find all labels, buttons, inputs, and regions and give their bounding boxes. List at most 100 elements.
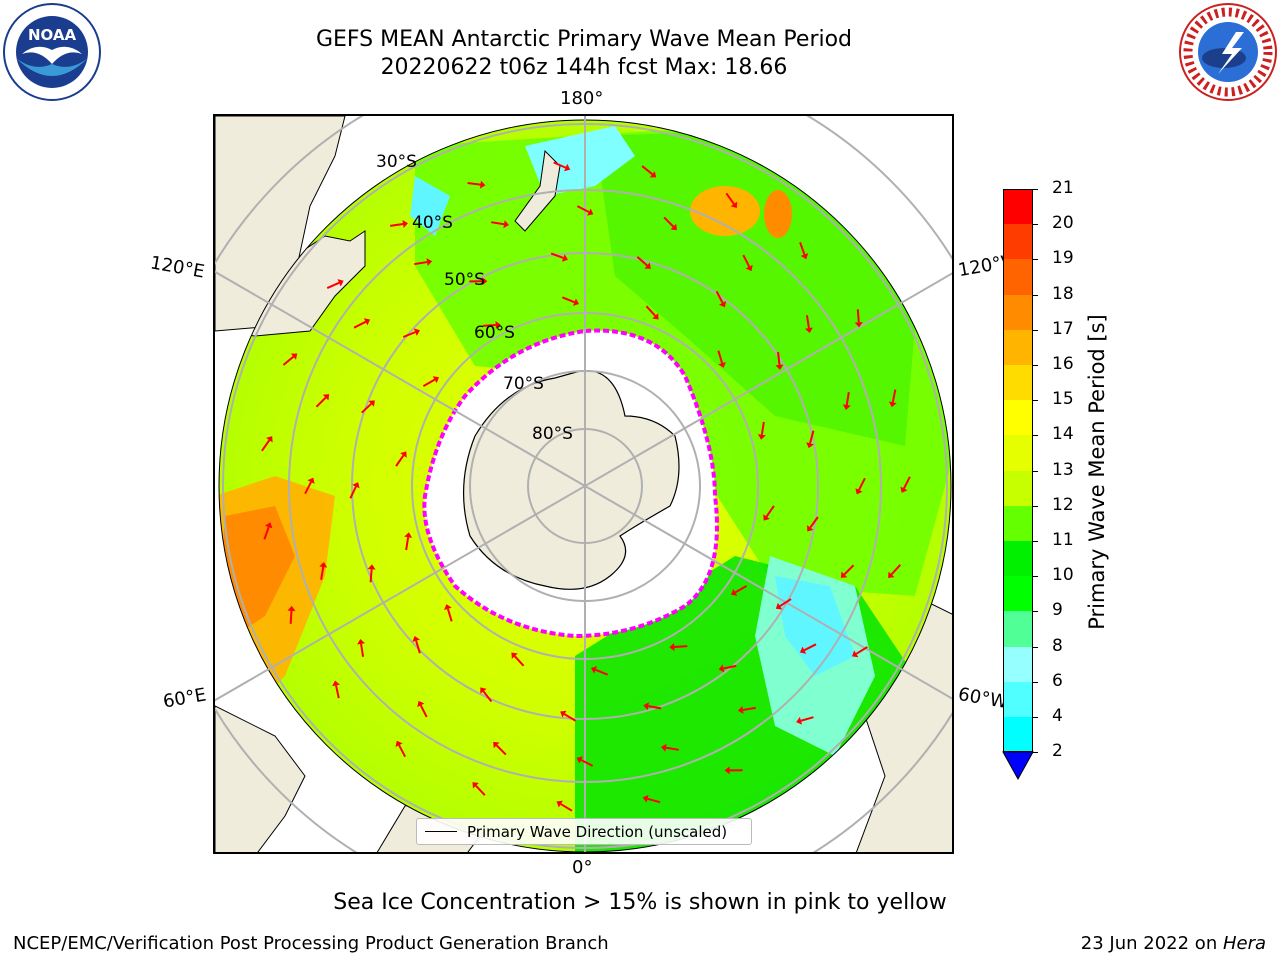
colorbar-tick-label: 16 [1052, 354, 1074, 374]
wave-arrow-head [642, 794, 649, 803]
colorbar-segment [1003, 400, 1033, 436]
colorbar-frame [1003, 189, 1033, 753]
wave-arrow-head [367, 564, 376, 570]
wave-arrow-head [730, 201, 738, 208]
wave-arrow-head [719, 301, 727, 308]
wave-arrow-shaft [641, 165, 653, 175]
colorbar-segment [1003, 717, 1033, 753]
colorbar-tick-mark [1033, 541, 1038, 542]
wave-arrow-shaft [580, 759, 594, 767]
colorbar-tick-label: 2 [1052, 741, 1063, 762]
wave-arrow-shaft [361, 403, 372, 414]
wave-arrow-head [264, 522, 273, 529]
wave-arrow-shaft [414, 261, 428, 266]
wave-arrow-head [332, 680, 340, 687]
wave-arrow-shaft [856, 309, 860, 323]
wave-arrow-shaft [282, 355, 295, 366]
colorbar-tick-mark [1033, 294, 1038, 296]
wave-arrow-head [888, 571, 895, 579]
wave-arrow-head [900, 486, 908, 493]
colorbar-segment [1003, 259, 1033, 295]
date-text: 23 Jun 2022 on [1080, 933, 1223, 954]
wave-arrow-shaft [422, 378, 436, 387]
wave-arrow-head [737, 705, 744, 714]
wave-arrow-head [493, 741, 500, 749]
wave-arrow-shaft [576, 205, 590, 213]
colorbar-tick-label: 17 [1052, 318, 1074, 339]
wave-arrow-shaft [360, 643, 365, 657]
colorbar-tick-mark [1033, 505, 1038, 507]
noaa-logo: NOAA [2, 2, 102, 102]
wave-arrow-head [763, 514, 770, 521]
wave-arrow-shaft [398, 744, 407, 758]
wave-arrow-shaft [263, 526, 270, 540]
wave-arrow-shaft [482, 323, 496, 327]
wave-arrow-shaft [858, 477, 866, 491]
map-frame [213, 114, 954, 854]
wave-arrow-shaft [563, 713, 577, 722]
colorbar-tick-mark [1033, 224, 1038, 226]
wave-arrow-head [503, 220, 509, 229]
wave-arrow-shaft [636, 256, 648, 267]
wave-arrow-head [757, 434, 766, 440]
wave-arrow-head [479, 180, 486, 189]
latitude-label-60s: 60°S [474, 323, 515, 343]
legend-line-symbol [425, 831, 457, 832]
latitude-label-70s: 70°S [503, 374, 544, 394]
colorbar-tick-mark [1033, 611, 1038, 613]
latitude-label-80s: 80°S [532, 424, 573, 444]
wave-arrow-head [852, 650, 859, 658]
wave-arrow-shaft [674, 645, 688, 649]
wave-arrow-shaft [595, 668, 609, 676]
wave-arrow-head [840, 571, 848, 578]
wave-arrow-shaft [467, 181, 481, 186]
wave-arrow-head [413, 328, 420, 336]
wave-arrow-shaft [845, 392, 850, 406]
wave-arrow-shaft [395, 454, 405, 467]
wave-arrow-head [649, 171, 657, 178]
sea-ice-note: Sea Ice Concentration > 15% is shown in … [333, 890, 947, 915]
wave-arrow-head [412, 635, 420, 642]
colorbar-tick-label: 8 [1052, 635, 1063, 656]
wave-arrow-head [652, 313, 659, 320]
wave-arrow-head [643, 702, 649, 711]
wave-arrow-head [718, 664, 725, 673]
colorbar-segment [1003, 681, 1033, 717]
wave-arrow-shaft [717, 350, 724, 364]
wave-arrow-head [576, 756, 583, 764]
svg-text:NOAA: NOAA [28, 26, 77, 44]
wave-arrow-head [855, 488, 863, 495]
wave-arrow-head [417, 700, 425, 708]
wave-arrow-head [799, 646, 807, 654]
wave-arrow-shaft [903, 476, 911, 489]
wave-arrow-head [775, 602, 783, 610]
legend-label: Primary Wave Direction (unscaled) [467, 822, 728, 841]
wave-arrow-shaft [723, 664, 737, 670]
wave-arrow-head [290, 353, 298, 360]
wave-arrow-shaft [446, 608, 453, 622]
latitude-label-50s: 50°S [444, 270, 485, 290]
wave-arrow-head [444, 604, 452, 611]
polar-map [215, 116, 952, 852]
wave-arrow-shaft [315, 396, 327, 408]
colorbar-segment [1003, 435, 1033, 471]
wave-arrow-shaft [645, 305, 656, 317]
wave-arrow-shaft [289, 610, 293, 624]
wave-arrow-shaft [405, 537, 410, 551]
colorbar-tick-label: 18 [1052, 283, 1074, 304]
colorbar-tick-label: 20 [1052, 213, 1074, 234]
wave-arrow-shaft [495, 744, 507, 756]
wave-arrow-shaft [715, 290, 724, 304]
wave-arrow-shaft [514, 655, 525, 667]
wave-arrow-shaft [415, 640, 421, 654]
wave-arrow-shaft [760, 421, 765, 435]
wave-arrow-shaft [326, 281, 340, 289]
wave-arrow-shaft [491, 221, 505, 226]
wave-arrow-shaft [855, 646, 868, 655]
wave-arrow-head [806, 442, 814, 449]
wave-arrow-shaft [799, 241, 806, 255]
colorbar-tick-mark [1033, 470, 1038, 472]
wave-arrow-shaft [349, 486, 357, 499]
wave-arrow-head [363, 318, 371, 326]
wave-arrow-head [287, 605, 296, 612]
